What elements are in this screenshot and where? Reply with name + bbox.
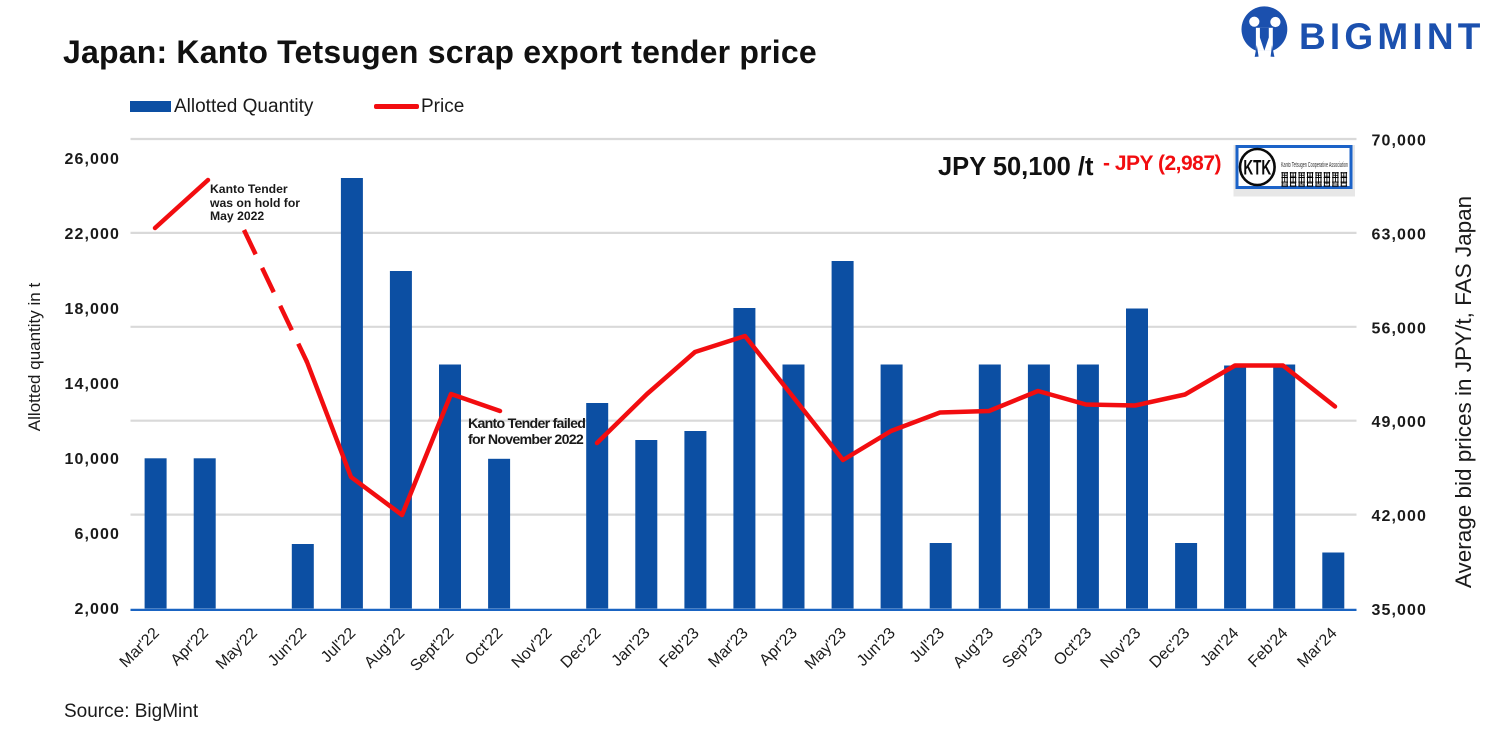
svg-text:6,000: 6,000: [74, 526, 120, 543]
svg-text:May'22: May'22: [213, 625, 261, 673]
svg-text:May'23: May'23: [802, 625, 850, 673]
svg-text:Kanto Tetsugen Cooperative Ass: Kanto Tetsugen Cooperative Association: [1281, 162, 1348, 169]
svg-text:Sept'22: Sept'22: [407, 625, 457, 675]
svg-text:Apr'23: Apr'23: [756, 625, 800, 669]
svg-text:Dec'22: Dec'22: [558, 625, 605, 672]
svg-text:Apr'22: Apr'22: [168, 625, 212, 669]
svg-text:18,000: 18,000: [64, 301, 120, 318]
svg-text:KTK: KTK: [1243, 155, 1271, 179]
svg-text:49,000: 49,000: [1372, 414, 1428, 431]
svg-text:Jan'24: Jan'24: [1197, 625, 1242, 670]
svg-text:Jan'23: Jan'23: [609, 625, 654, 670]
svg-text:10,000: 10,000: [64, 451, 120, 468]
svg-text:63,000: 63,000: [1372, 226, 1428, 243]
svg-text:26,000: 26,000: [64, 151, 120, 168]
svg-text:Dec'23: Dec'23: [1147, 625, 1194, 672]
svg-text:35,000: 35,000: [1372, 602, 1428, 619]
svg-text:Mar'24: Mar'24: [1294, 625, 1340, 671]
svg-text:Jul'23: Jul'23: [907, 625, 948, 666]
svg-text:Jul'22: Jul'22: [318, 625, 359, 666]
svg-text:Nov'22: Nov'22: [509, 625, 556, 672]
svg-text:Mar'22: Mar'22: [117, 625, 163, 671]
svg-text:Jun'23: Jun'23: [854, 625, 899, 670]
svg-text:Aug'23: Aug'23: [950, 625, 997, 672]
svg-text:56,000: 56,000: [1372, 320, 1428, 337]
svg-text:2,000: 2,000: [74, 601, 120, 618]
svg-text:70,000: 70,000: [1372, 133, 1428, 150]
svg-text:Oct'23: Oct'23: [1051, 625, 1095, 669]
svg-text:Mar'23: Mar'23: [705, 625, 751, 671]
svg-text:Feb'24: Feb'24: [1245, 625, 1291, 671]
svg-text:Sep'23: Sep'23: [999, 625, 1046, 672]
svg-text:42,000: 42,000: [1372, 508, 1428, 525]
svg-text:Oct'22: Oct'22: [462, 625, 506, 669]
svg-text:Feb'23: Feb'23: [656, 625, 702, 671]
svg-text:Nov'23: Nov'23: [1097, 625, 1144, 672]
svg-text:22,000: 22,000: [64, 226, 120, 243]
svg-text:Aug'22: Aug'22: [361, 625, 408, 672]
svg-text:14,000: 14,000: [64, 376, 120, 393]
svg-text:Jun'22: Jun'22: [265, 625, 310, 670]
